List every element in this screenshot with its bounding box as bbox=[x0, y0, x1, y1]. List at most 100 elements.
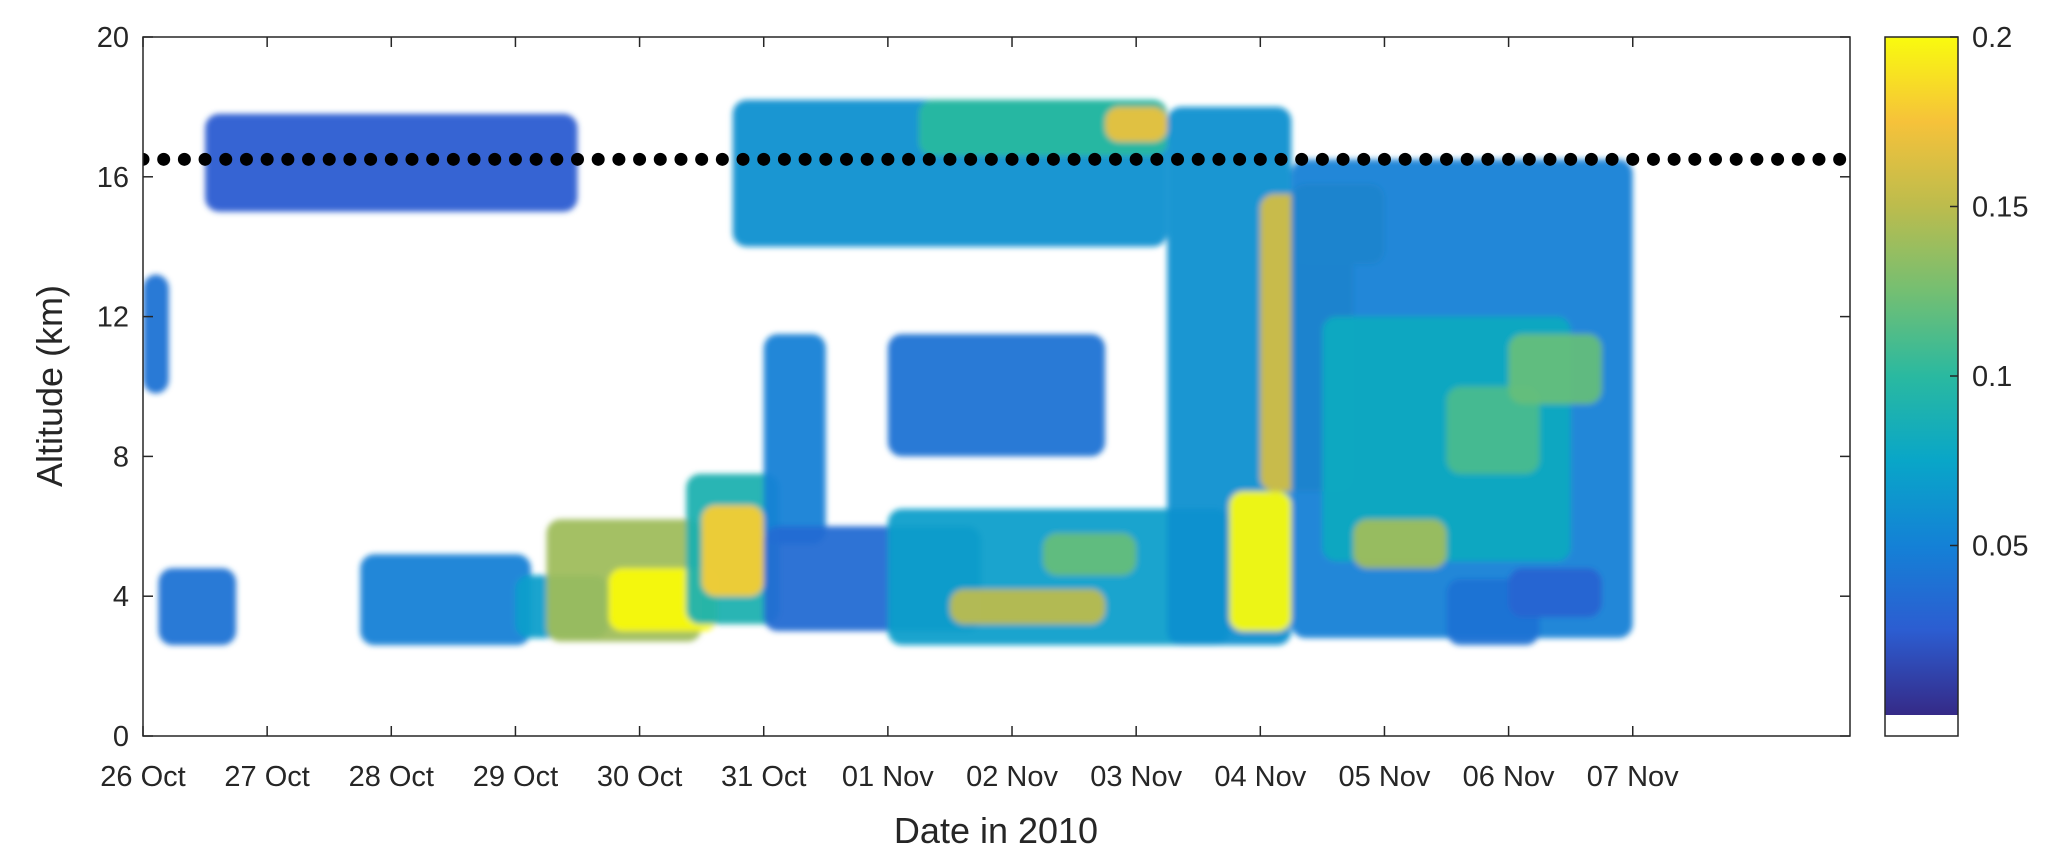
dotted-line-point bbox=[1150, 152, 1164, 166]
dotted-line-point bbox=[1812, 152, 1826, 166]
dotted-line-point bbox=[984, 152, 998, 166]
colorbar-tick-label: 0.05 bbox=[1972, 531, 2028, 563]
plot-frame bbox=[142, 36, 1851, 737]
dotted-line-point bbox=[943, 152, 957, 166]
x-tick-label: 05 Nov bbox=[1339, 761, 1431, 793]
dotted-line-point bbox=[446, 152, 460, 166]
dotted-line-point bbox=[1212, 152, 1226, 166]
dotted-line-point bbox=[1605, 152, 1619, 166]
colorbar: 0.05 0.1 0.15 0.2 bbox=[1884, 22, 2028, 737]
dotted-line-point bbox=[1005, 152, 1019, 166]
y-tick-label: 16 bbox=[97, 162, 129, 194]
dotted-line-point bbox=[198, 152, 212, 166]
dotted-line-point bbox=[695, 152, 709, 166]
heatmap-regions bbox=[143, 99, 1633, 646]
heatmap-region bbox=[1353, 519, 1447, 569]
x-tick-label: 28 Oct bbox=[349, 761, 434, 793]
y-axis-ticks: 0 4 8 12 16 20 bbox=[97, 22, 1850, 753]
dotted-line-point bbox=[1108, 152, 1122, 166]
dotted-line-point bbox=[1646, 152, 1660, 166]
dotted-line-point bbox=[1088, 152, 1102, 166]
dotted-line-point bbox=[1315, 152, 1329, 166]
dotted-line-point bbox=[633, 152, 647, 166]
heatmap-region bbox=[143, 274, 169, 394]
dotted-line-point bbox=[922, 152, 936, 166]
dotted-line-point bbox=[322, 152, 336, 166]
dotted-line-point bbox=[1377, 152, 1391, 166]
dotted-line-point bbox=[798, 152, 812, 166]
dotted-line-point bbox=[777, 152, 791, 166]
x-tick-label: 30 Oct bbox=[597, 761, 682, 793]
x-tick-label: 01 Nov bbox=[842, 761, 934, 793]
heatmap-region bbox=[1229, 491, 1292, 632]
heatmap-region bbox=[887, 334, 1106, 457]
x-tick-label: 06 Nov bbox=[1463, 761, 1555, 793]
dotted-line-point bbox=[1460, 152, 1474, 166]
heatmap-region bbox=[1508, 568, 1602, 618]
heatmap-region bbox=[1105, 106, 1168, 142]
dotted-line-point bbox=[529, 152, 543, 166]
dotted-line-point bbox=[1543, 152, 1557, 166]
x-tick-label: 27 Oct bbox=[224, 761, 309, 793]
dotted-line-point bbox=[1419, 152, 1433, 166]
dotted-line-point bbox=[426, 152, 440, 166]
heatmap-region bbox=[949, 589, 1106, 625]
dotted-line-point bbox=[384, 152, 398, 166]
dotted-line-point bbox=[219, 152, 233, 166]
dotted-line-point bbox=[1129, 152, 1143, 166]
heatmap-region bbox=[701, 505, 764, 597]
dotted-line-point bbox=[1584, 152, 1598, 166]
dotted-line-point bbox=[674, 152, 688, 166]
heatmap-region bbox=[158, 568, 237, 646]
colorbar-gradient bbox=[1885, 37, 1958, 715]
y-tick-label: 20 bbox=[97, 22, 129, 54]
dotted-line-point bbox=[1522, 152, 1536, 166]
dotted-line-point bbox=[736, 152, 750, 166]
dotted-line-point bbox=[964, 152, 978, 166]
plot-area bbox=[142, 36, 1851, 737]
colorbar-ticks: 0.05 0.1 0.15 0.2 bbox=[1950, 22, 2028, 563]
dotted-line-point bbox=[1046, 152, 1060, 166]
dotted-line-point bbox=[1481, 152, 1495, 166]
dotted-line-point bbox=[1626, 152, 1640, 166]
dotted-line-point bbox=[1026, 152, 1040, 166]
dotted-line-point bbox=[488, 152, 502, 166]
dotted-line-point bbox=[1274, 152, 1288, 166]
colorbar-tick-label: 0.2 bbox=[1972, 22, 2012, 54]
dotted-line-point bbox=[819, 152, 833, 166]
x-tick-label: 31 Oct bbox=[721, 761, 806, 793]
dotted-line-point bbox=[1791, 152, 1805, 166]
dotted-line-point bbox=[1709, 152, 1723, 166]
dotted-line-point bbox=[550, 152, 564, 166]
dotted-line-point bbox=[508, 152, 522, 166]
dotted-line-point bbox=[1171, 152, 1185, 166]
dotted-line-point bbox=[1440, 152, 1454, 166]
dotted-line-point bbox=[881, 152, 895, 166]
dotted-line-point bbox=[177, 152, 191, 166]
heatmap-region bbox=[1446, 386, 1540, 474]
dotted-line-point bbox=[239, 152, 253, 166]
y-tick-label: 12 bbox=[97, 302, 129, 334]
heatmap-region bbox=[1508, 334, 1602, 404]
dotted-line-point bbox=[839, 152, 853, 166]
colorbar-frame bbox=[1884, 36, 1959, 737]
dotted-line-point bbox=[1336, 152, 1350, 166]
dotted-line-point bbox=[1564, 152, 1578, 166]
x-tick-label: 29 Oct bbox=[473, 761, 558, 793]
dotted-line-point bbox=[143, 152, 150, 166]
heatmap-region bbox=[1043, 533, 1137, 576]
dotted-line-point bbox=[1667, 152, 1681, 166]
dotted-line-point bbox=[715, 152, 729, 166]
dotted-line bbox=[143, 152, 1847, 166]
x-tick-label: 03 Nov bbox=[1090, 761, 1182, 793]
x-tick-label: 04 Nov bbox=[1214, 761, 1306, 793]
dotted-line-point bbox=[1357, 152, 1371, 166]
colorbar-tick-label: 0.1 bbox=[1972, 361, 2012, 393]
dotted-line-point bbox=[405, 152, 419, 166]
y-axis-label: Altitude (km) bbox=[29, 285, 70, 487]
dotted-line-point bbox=[1750, 152, 1764, 166]
dotted-line-point bbox=[1502, 152, 1516, 166]
dotted-line-point bbox=[571, 152, 585, 166]
dotted-line-point bbox=[467, 152, 481, 166]
heatmap-region bbox=[763, 334, 826, 544]
